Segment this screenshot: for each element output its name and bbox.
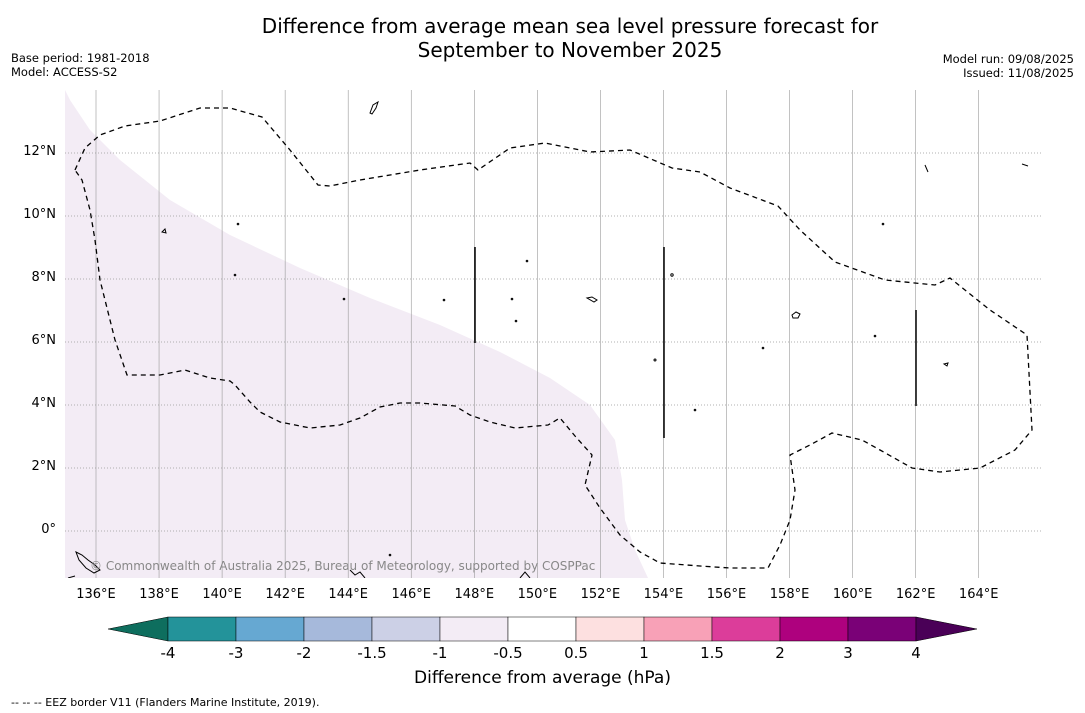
latitude-label: 10°N (23, 207, 56, 222)
colorbar (107, 616, 978, 642)
colorbar-tick-label: 2 (775, 644, 785, 662)
island-kosrae (942, 362, 949, 367)
colorbar-segment (235, 616, 305, 642)
longitude-label: 142°E (265, 587, 305, 602)
island-yap (161, 228, 167, 234)
island-dot (525, 259, 529, 263)
longitude-label: 152°E (580, 587, 621, 602)
base-period: Base period: 1981-2018 (11, 51, 150, 65)
latitude-label: 0° (41, 522, 56, 537)
colorbar-tick-label: -1 (432, 644, 448, 662)
latitude-label: 4°N (31, 396, 57, 411)
colorbar-title: Difference from average (hPa) (414, 668, 671, 688)
island-chuuk (585, 296, 598, 303)
latitude-label: 2°N (31, 459, 57, 474)
colorbar-segment (643, 616, 713, 642)
model-name: Model: ACCESS-S2 (11, 65, 118, 79)
colorbar-extend-high (915, 616, 978, 642)
longitude-label: 136°E (76, 587, 116, 602)
meta-right: Model run: 09/08/2025 Issued: 11/08/2025 (943, 52, 1074, 80)
colorbar-segment (167, 616, 237, 642)
island-dot (873, 334, 877, 338)
longitude-label: 150°E (517, 587, 558, 602)
longitude-label: 140°E (202, 587, 242, 602)
island-marshall (924, 163, 1029, 173)
colorbar-extend-low (107, 616, 169, 642)
longitude-label: 156°E (706, 587, 747, 602)
colorbar-tick-label: 4 (911, 644, 921, 662)
island-dot (510, 297, 514, 301)
longitude-label: 164°E (958, 587, 999, 602)
longitude-label: 144°E (328, 587, 368, 602)
island-dot (881, 222, 885, 226)
eez-footnote: -- -- -- EEZ border V11 (Flanders Marine… (11, 696, 320, 709)
colorbar-tick-label: 1.5 (700, 644, 724, 662)
issued-date: Issued: 11/08/2025 (963, 66, 1074, 80)
island-dot (670, 273, 674, 277)
title-line-1: Difference from average mean sea level p… (261, 14, 879, 38)
colorbar-tick-label: -2 (296, 644, 312, 662)
latitude-label: 6°N (31, 333, 57, 348)
island-dot (514, 319, 518, 323)
title-line-2: September to November 2025 (417, 38, 723, 62)
island-dot (342, 297, 346, 301)
colorbar-segment (303, 616, 373, 642)
anomaly-shade (65, 90, 648, 578)
island-dot (233, 273, 237, 277)
graticule (65, 90, 1042, 578)
colorbar-tick-label: -1.5 (357, 644, 387, 662)
colorbar-segment (847, 616, 917, 642)
colorbar-segment (711, 616, 781, 642)
colorbar-tick-label: -0.5 (493, 644, 523, 662)
island-palau (75, 550, 101, 574)
island-guam (369, 100, 379, 115)
colorbar-tick-label: -4 (160, 644, 176, 662)
colorbar-tick-label: 0.5 (564, 644, 588, 662)
islands (67, 100, 1029, 578)
colorbar-segment (371, 616, 441, 642)
longitude-label: 154°E (643, 587, 684, 602)
latitude-label: 8°N (31, 270, 57, 285)
eez-border (74, 107, 1033, 569)
meta-left: Base period: 1981-2018 Model: ACCESS-S2 (11, 51, 150, 79)
colorbar-tick-label: 3 (843, 644, 853, 662)
island-dot (693, 408, 697, 412)
latitude-label: 12°N (23, 144, 56, 159)
model-run: Model run: 09/08/2025 (942, 52, 1074, 66)
longitude-label: 160°E (832, 587, 873, 602)
longitude-label: 148°E (454, 587, 495, 602)
island-dot (388, 553, 392, 557)
map-plot (65, 90, 1042, 578)
longitude-label: 158°E (769, 587, 810, 602)
longitude-label: 138°E (139, 587, 179, 602)
colorbar-segment (439, 616, 509, 642)
longitude-label: 146°E (391, 587, 432, 602)
island-pohnpei (791, 311, 801, 319)
map-title: Difference from average mean sea level p… (170, 14, 970, 62)
island-dot (761, 346, 765, 350)
island-png (67, 569, 531, 578)
colorbar-segment (575, 616, 645, 642)
longitude-label: 162°E (895, 587, 936, 602)
island-dot (442, 298, 446, 302)
colorbar-tick-label: -3 (228, 644, 244, 662)
colorbar-tick-label: 1 (639, 644, 649, 662)
colorbar-segment (507, 616, 577, 642)
island-dot (236, 222, 240, 226)
colorbar-segment (779, 616, 849, 642)
copyright-notice: © Commonwealth of Australia 2025, Bureau… (90, 559, 596, 573)
island-dot (653, 358, 657, 362)
